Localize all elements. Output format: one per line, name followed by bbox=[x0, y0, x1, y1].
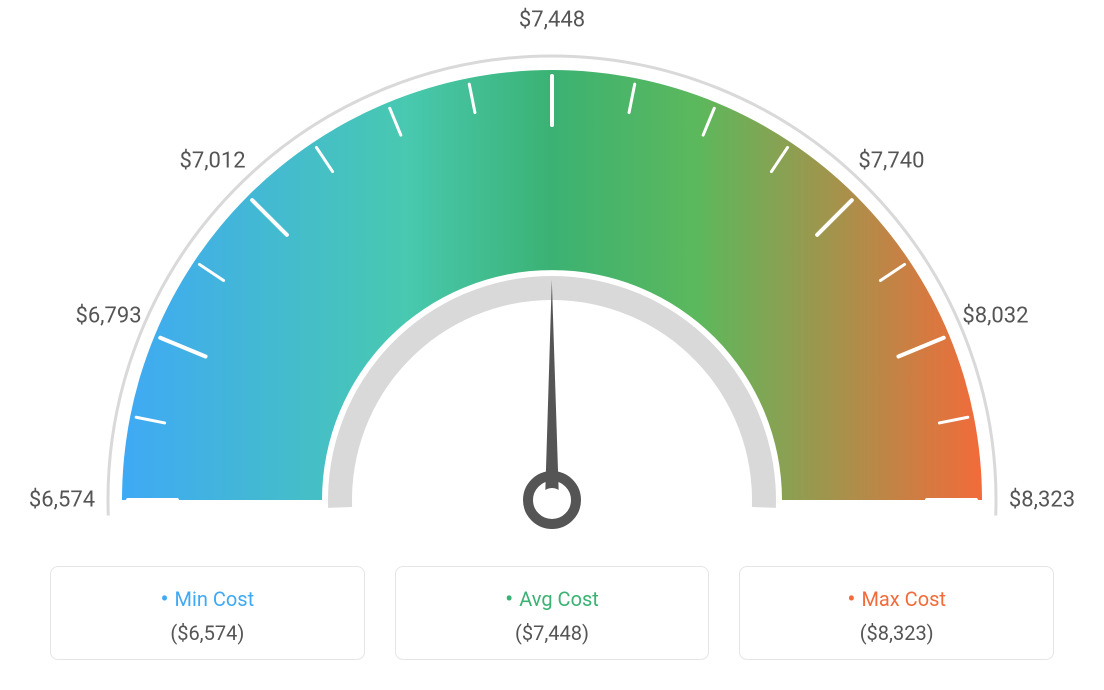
gauge-tick-label: $7,012 bbox=[180, 148, 246, 173]
legend-min-value: ($6,574) bbox=[61, 621, 354, 645]
gauge-tick-label: $7,740 bbox=[858, 148, 924, 173]
gauge-tick-label: $8,032 bbox=[962, 304, 1028, 329]
gauge-tick-label: $6,793 bbox=[75, 304, 141, 329]
gauge-tick-label: $6,574 bbox=[29, 488, 95, 513]
gauge-svg bbox=[0, 0, 1104, 560]
legend-avg-value: ($7,448) bbox=[406, 621, 699, 645]
legend-avg-label: Avg Cost bbox=[406, 585, 699, 613]
legend-max-card: Max Cost ($8,323) bbox=[739, 566, 1054, 660]
gauge-tick-label: $8,323 bbox=[1009, 488, 1075, 513]
legend-min-label: Min Cost bbox=[61, 585, 354, 613]
gauge-tick-label: $7,448 bbox=[519, 8, 585, 33]
gauge-chart: $6,574 $6,793 $7,012 $7,448 $7,740 $8,032 $8,3… bbox=[0, 0, 1104, 560]
legend-avg-card: Avg Cost ($7,448) bbox=[395, 566, 710, 660]
legend-row: Min Cost ($6,574) Avg Cost ($7,448) Max … bbox=[0, 566, 1104, 660]
legend-max-label: Max Cost bbox=[750, 585, 1043, 613]
legend-max-value: ($8,323) bbox=[750, 621, 1043, 645]
legend-min-card: Min Cost ($6,574) bbox=[50, 566, 365, 660]
